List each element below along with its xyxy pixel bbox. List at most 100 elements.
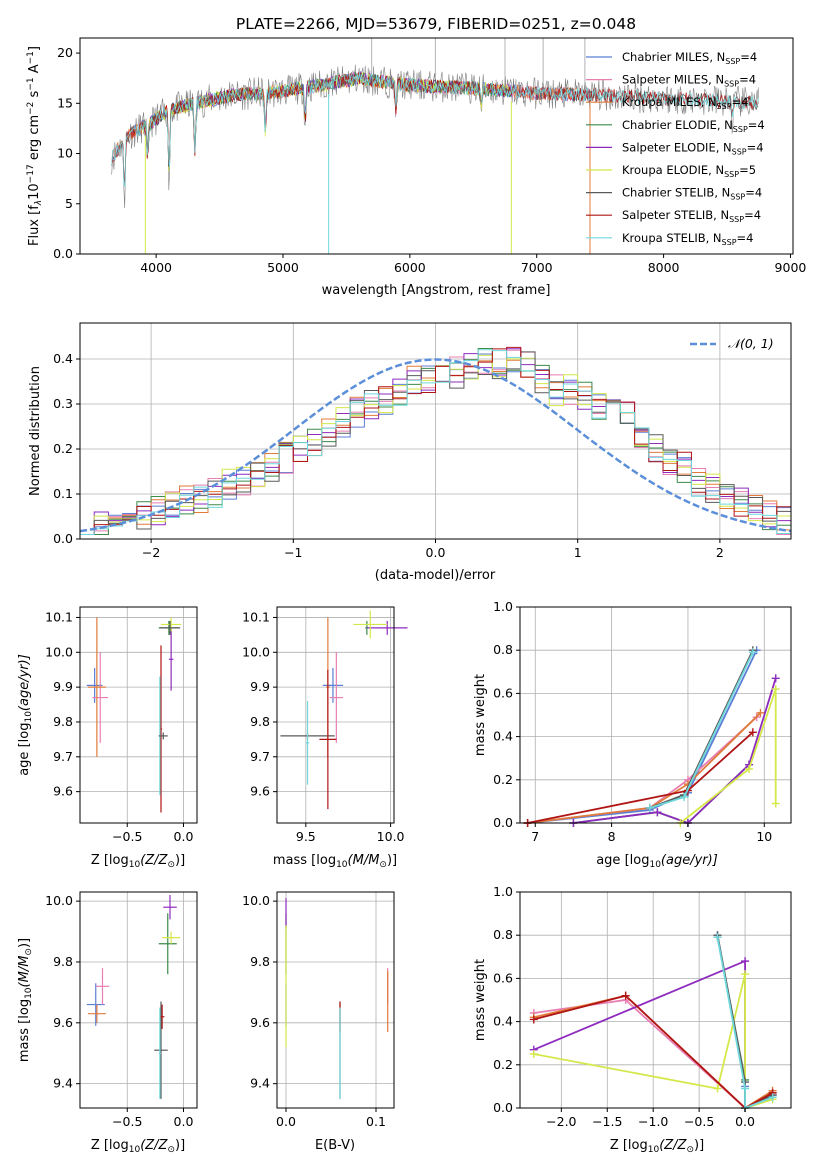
y-tick-label: 10.0 bbox=[242, 893, 270, 908]
y-tick-label: 0.2 bbox=[493, 1057, 513, 1072]
z-mass-grid bbox=[80, 892, 197, 1108]
y-tick-label: 9.8 bbox=[250, 714, 270, 729]
x-tick-label: 9.5 bbox=[296, 829, 316, 844]
weight-marker bbox=[748, 648, 757, 657]
residual-histograms bbox=[79, 346, 792, 535]
weight-marker bbox=[529, 1050, 538, 1058]
z-weight-axes-frame bbox=[519, 891, 792, 1109]
x-tick-label: 10.0 bbox=[377, 829, 405, 844]
weight-marker bbox=[745, 765, 754, 773]
y-tick-label: 10.1 bbox=[242, 609, 270, 624]
residual-histogram-7 bbox=[80, 346, 791, 535]
residual-panel: −2 −1 0.0 1 2 0.0 0.1 0.2 0.3 0.4 bbox=[53, 322, 792, 560]
mass-age-ticks: 9.5 10.0 9.6 9.7 9.8 9.9 10.0 10.1 bbox=[242, 609, 404, 844]
x-tick-label: 0.0 bbox=[735, 1114, 755, 1129]
weight-marker bbox=[713, 933, 722, 942]
y-tick-label: 9.7 bbox=[250, 749, 270, 764]
x-tick-label: −1.0 bbox=[638, 1114, 668, 1129]
y-tick-label: 0.4 bbox=[493, 729, 513, 744]
y-tick-label: 9.6 bbox=[53, 1015, 73, 1030]
y-tick-label: 1.0 bbox=[493, 599, 513, 614]
z-age-errorbars bbox=[86, 617, 182, 813]
x-tick-label: 0.1 bbox=[366, 1114, 386, 1129]
residual-histogram-8 bbox=[80, 349, 791, 535]
y-tick-label: 0.3 bbox=[53, 396, 73, 411]
weight-line bbox=[679, 688, 777, 824]
legend-label-kroupa-stelib: Kroupa STELIB, NSSP=4 bbox=[622, 231, 753, 247]
spectrum-series bbox=[111, 38, 759, 254]
residual-ylabel: Normed distribution bbox=[28, 366, 43, 496]
spectrum-legend: Chabrier MILES, NSSP=4 Salpeter MILES, NS… bbox=[586, 50, 765, 247]
z-weight-lines bbox=[529, 931, 777, 1112]
mass-age-axes-frame bbox=[276, 606, 395, 824]
normal-legend-label: 𝒩(0, 1) bbox=[728, 336, 774, 351]
y-tick-label: 0.4 bbox=[493, 1014, 513, 1029]
y-tick-label: 0.0 bbox=[493, 1100, 513, 1115]
y-tick-label: 0.0 bbox=[53, 246, 73, 261]
y-tick-label: 0.4 bbox=[53, 351, 73, 366]
y-tick-label: 20 bbox=[57, 45, 73, 60]
weight-marker bbox=[771, 674, 780, 683]
x-tick-label: −1 bbox=[284, 545, 302, 560]
y-tick-label: 9.6 bbox=[250, 784, 270, 799]
y-tick-label: 1.0 bbox=[493, 884, 513, 899]
weight-marker bbox=[768, 1093, 777, 1102]
x-tick-label: 7 bbox=[531, 829, 539, 844]
x-tick-label: −2 bbox=[142, 545, 160, 560]
residual-ticks: −2 −1 0.0 1 2 0.0 0.1 0.2 0.3 0.4 bbox=[53, 351, 724, 560]
y-tick-label: 9.4 bbox=[250, 1076, 270, 1091]
x-tick-label: 8 bbox=[608, 829, 616, 844]
z-weight-panel: −2.0 −1.5 −1.0 −0.5 0.0 0.0 0.2 0.4 0.6 0.8 1.0 bbox=[493, 884, 792, 1129]
figure-title: PLATE=2266, MJD=53679, FIBERID=0251, z=0… bbox=[236, 15, 636, 33]
age-weight-ylabel: mass weight bbox=[473, 674, 488, 756]
weight-marker bbox=[748, 728, 757, 737]
y-tick-label: 10 bbox=[57, 146, 73, 161]
y-tick-label: 9.6 bbox=[250, 1015, 270, 1030]
mass-age-grid bbox=[277, 607, 394, 823]
z-mass-xlabel: Z [log10(Z/Z⊙)] bbox=[91, 1138, 185, 1155]
x-tick-label: 8000 bbox=[648, 260, 680, 275]
z-mass-errorbars bbox=[86, 895, 181, 1099]
weight-marker bbox=[741, 957, 750, 966]
z-mass-axes-frame bbox=[79, 891, 198, 1109]
weight-line bbox=[716, 937, 773, 1110]
x-tick-label: −0.5 bbox=[684, 1114, 714, 1129]
x-tick-label: −0.5 bbox=[112, 829, 142, 844]
ebv-mass-xlabel: E(B-V) bbox=[315, 1138, 355, 1153]
y-tick-label: 0.8 bbox=[493, 927, 513, 942]
legend-label-kroupa-elodie: Kroupa ELODIE, NSSP=5 bbox=[622, 163, 756, 179]
age-weight-ticks: 7 8 9 10 0.0 0.2 0.4 0.6 0.8 1.0 bbox=[493, 599, 772, 844]
weight-marker bbox=[741, 970, 750, 979]
y-tick-label: 0.6 bbox=[493, 970, 513, 985]
weight-line bbox=[527, 712, 762, 824]
legend-label-kroupa-miles: Kroupa MILES, NSSP=4 bbox=[622, 95, 748, 111]
weight-line bbox=[533, 994, 774, 1110]
z-age-ylabel: age [log10(age/yr)] bbox=[17, 654, 34, 776]
z-mass-ticks: −0.5 0.0 9.4 9.6 9.8 10.0 bbox=[45, 893, 193, 1129]
y-tick-label: 10.0 bbox=[45, 893, 73, 908]
y-tick-label: 0.8 bbox=[493, 642, 513, 657]
ebv-mass-ticks: 0.0 0.1 9.4 9.6 9.8 10.0 bbox=[242, 893, 386, 1129]
normal-reference-curve bbox=[79, 358, 792, 533]
x-tick-label: 0.0 bbox=[276, 1114, 296, 1129]
age-weight-panel: 7 8 9 10 0.0 0.2 0.4 0.6 0.8 1.0 bbox=[493, 599, 792, 844]
model-spectrum-kroupa-stelib bbox=[111, 73, 759, 188]
y-tick-label: 15 bbox=[57, 95, 73, 110]
z-weight-xlabel: Z [log10(Z/Z⊙)] bbox=[610, 1138, 704, 1155]
weight-marker bbox=[529, 1015, 538, 1024]
y-tick-label: 9.8 bbox=[250, 954, 270, 969]
spectrum-ticks: 4000 5000 6000 7000 8000 9000 0.0 5 10 15 20 bbox=[53, 45, 806, 275]
x-tick-label: 5000 bbox=[267, 260, 299, 275]
x-tick-label: −0.5 bbox=[112, 1114, 142, 1129]
x-tick-label: 0.0 bbox=[426, 545, 446, 560]
spectrum-ylabel: Flux [fλ10−17 erg cm−2 s−1 A−1] bbox=[26, 46, 44, 246]
x-tick-label: 9 bbox=[684, 829, 692, 844]
z-age-ticks: −0.5 0.0 9.6 9.7 9.8 9.9 10.0 10.1 bbox=[45, 609, 193, 844]
y-tick-label: 9.4 bbox=[53, 1076, 73, 1091]
weight-marker bbox=[621, 991, 630, 1000]
weight-marker bbox=[653, 808, 662, 817]
y-tick-label: 0.0 bbox=[53, 531, 73, 546]
ebv-mass-errorbars bbox=[285, 898, 389, 1099]
x-tick-label: −1.5 bbox=[592, 1114, 622, 1129]
